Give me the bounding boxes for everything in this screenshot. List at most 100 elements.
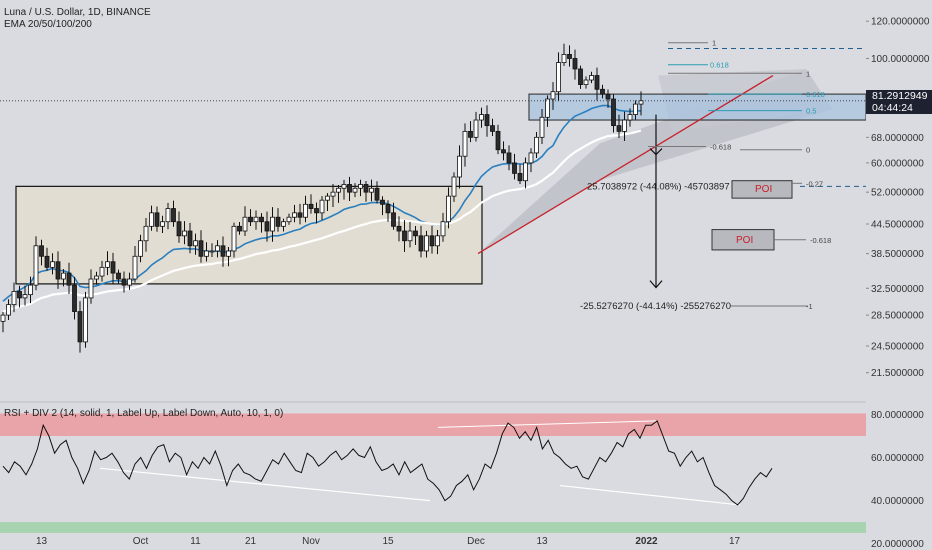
candle [336, 187, 341, 193]
candle [572, 58, 578, 70]
candle [622, 119, 627, 132]
poi-box-1 [731, 180, 793, 199]
candle [6, 304, 11, 316]
last-price: 81.2912949 [872, 90, 928, 102]
candle [616, 125, 622, 132]
candle [292, 212, 297, 218]
candle [578, 68, 583, 86]
candle [517, 172, 523, 182]
candle [479, 114, 484, 121]
candle [589, 75, 594, 81]
candle [418, 235, 424, 252]
ema-line [2, 104, 642, 302]
price-tick-label: 44.5000000 [871, 220, 924, 231]
candle [319, 199, 325, 214]
candle [347, 184, 352, 193]
candle [638, 100, 644, 105]
candle [451, 176, 457, 197]
time-tick-label: 21 [245, 536, 257, 547]
resistance-box [528, 93, 867, 121]
candle [523, 162, 528, 182]
fib-level-label: 1 [806, 69, 810, 78]
candle [132, 255, 138, 280]
fib-level-label: -1 [806, 302, 813, 311]
time-tick-label: Dec [467, 536, 485, 547]
time-axis[interactable]: 13 Oct 11 21 Nov 15 Dec 13 2022 17 [36, 536, 741, 547]
indicator-label[interactable]: EMA 20/50/100/200 [4, 19, 92, 30]
candle [149, 212, 154, 227]
time-tick-label: 2022 [635, 536, 658, 547]
price-tick-label: 68.0000000 [871, 133, 924, 144]
candle [94, 275, 99, 280]
last-price-tag: 81.2912949 04:44:24 [866, 90, 932, 114]
candle [495, 130, 501, 151]
candle [374, 187, 380, 201]
candle [72, 284, 77, 312]
candle [264, 221, 270, 232]
poi-label: POI [755, 184, 772, 195]
candle [270, 216, 275, 232]
candle [77, 311, 83, 343]
measure-label: -25.5276270 (-44.14%) -255276270 [580, 301, 731, 312]
candle [528, 152, 534, 164]
candle [11, 291, 17, 306]
candle [611, 98, 616, 127]
candle [0, 314, 6, 322]
time-tick-label: Nov [302, 536, 320, 547]
rsi-oversold-band [0, 522, 866, 533]
candle [583, 79, 589, 86]
poi-label: POI [736, 235, 753, 246]
price-tick-label: 60.0000000 [871, 158, 924, 169]
candle [561, 54, 567, 64]
rsi-tick-label: 80.0000000 [871, 410, 924, 421]
candle [369, 187, 374, 193]
candle [435, 235, 440, 247]
candle [17, 291, 22, 299]
candle [468, 130, 473, 138]
candle [242, 216, 248, 232]
candle [121, 278, 127, 286]
candle [501, 149, 506, 154]
rsi-label[interactable]: RSI + DIV 2 (14, solid, 1, Label Up, Lab… [4, 408, 284, 419]
price-axis[interactable]: 21.5000000 24.5000000 28.5000000 32.5000000… [866, 0, 932, 550]
candle [259, 216, 264, 223]
candle [473, 119, 479, 138]
candle [303, 203, 308, 218]
candle [600, 88, 605, 95]
candle [88, 278, 94, 299]
candle [440, 221, 446, 237]
candle [231, 225, 237, 252]
candle [248, 216, 253, 223]
candle [556, 62, 561, 93]
time-tick-label: 17 [729, 536, 741, 547]
candle [160, 221, 165, 227]
candle [50, 261, 55, 268]
candle [44, 255, 50, 268]
time-tick-label: 15 [382, 536, 394, 547]
candle [55, 261, 61, 280]
candle [325, 195, 330, 201]
time-tick-label: 11 [190, 536, 201, 547]
candle [457, 155, 462, 178]
candle [385, 203, 391, 214]
candle [215, 245, 220, 252]
candle [424, 235, 429, 252]
fib-level-label: -0.618 [710, 143, 731, 152]
chart-title: Luna / U.S. Dollar, 1D, BINANCE [4, 7, 151, 18]
rsi-divergence-line [559, 484, 741, 506]
fib-level-label: 0.5 [806, 107, 816, 116]
candle [237, 225, 242, 232]
time-tick-label: 13 [536, 536, 548, 547]
candle [127, 278, 132, 286]
rsi-tick-label: 60.0000000 [871, 453, 924, 464]
candle [490, 125, 495, 132]
candle [352, 187, 358, 193]
candle [165, 208, 171, 223]
candle [275, 216, 281, 227]
candle [182, 230, 187, 237]
rsi-pane [0, 413, 866, 533]
candle [627, 114, 633, 121]
time-tick-label: 13 [36, 536, 48, 547]
candle [330, 191, 336, 197]
